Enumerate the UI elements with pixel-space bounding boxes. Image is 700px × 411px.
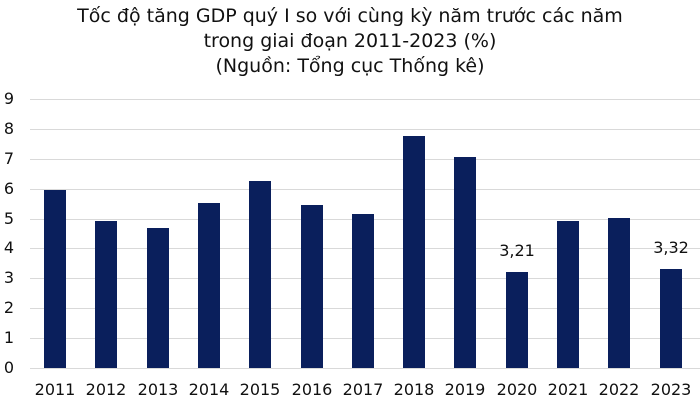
y-tick-label: 9 [3, 89, 15, 108]
x-tick-label: 2017 [342, 380, 384, 399]
y-tick-label: 2 [3, 298, 15, 317]
y-tick-label: 6 [3, 179, 15, 198]
y-tick-label: 7 [3, 149, 15, 168]
bar-2013 [147, 228, 169, 368]
y-tick-label: 4 [3, 238, 15, 257]
gridline [30, 129, 700, 130]
bar-2020 [506, 272, 528, 368]
bar-2018 [403, 136, 425, 368]
y-tick-label: 8 [3, 119, 15, 138]
x-tick-label: 2021 [547, 380, 589, 399]
y-tick-label: 5 [3, 209, 15, 228]
data-label-2023: 3,32 [653, 238, 689, 257]
x-tick-label: 2019 [444, 380, 486, 399]
bar-2023 [660, 269, 682, 368]
x-tick-label: 2016 [291, 380, 333, 399]
title-line-2: trong giai đoạn 2011-2023 (%) [203, 30, 497, 52]
bar-2015 [249, 181, 271, 368]
bar-2016 [301, 205, 323, 368]
y-tick-label: 3 [3, 268, 15, 287]
gridline [30, 99, 700, 100]
x-tick-label: 2012 [85, 380, 127, 399]
x-tick-label: 2018 [393, 380, 435, 399]
bar-2021 [557, 221, 579, 368]
x-tick-label: 2022 [598, 380, 640, 399]
title-source: (Nguồn: Tổng cục Thống kê) [215, 55, 485, 77]
y-tick-label: 1 [3, 328, 15, 347]
gridline [30, 368, 700, 369]
x-tick-label: 2013 [137, 380, 179, 399]
x-tick-label: 2014 [188, 380, 230, 399]
bar-2019 [454, 157, 476, 368]
title-line-1: Tốc độ tăng GDP quý I so với cùng kỳ năm… [77, 5, 623, 27]
bar-2012 [95, 221, 117, 368]
gridline [30, 159, 700, 160]
chart-title: Tốc độ tăng GDP quý I so với cùng kỳ năm… [0, 4, 700, 79]
bar-2011 [44, 190, 66, 368]
bar-2017 [352, 214, 374, 368]
bar-2022 [608, 218, 630, 368]
bar-2014 [198, 203, 220, 368]
x-tick-label: 2011 [34, 380, 76, 399]
gridline [30, 189, 700, 190]
data-label-2020: 3,21 [499, 241, 535, 260]
y-tick-label: 0 [3, 358, 15, 377]
x-tick-label: 2023 [650, 380, 692, 399]
x-tick-label: 2020 [496, 380, 538, 399]
x-tick-label: 2015 [239, 380, 281, 399]
